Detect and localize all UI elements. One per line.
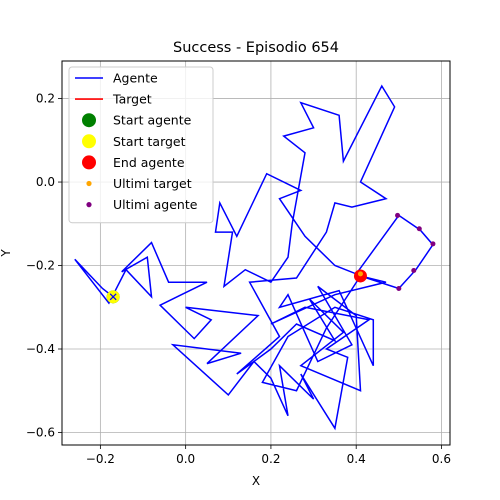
legend-marker-4 — [82, 155, 96, 170]
series-line-agente — [74, 84, 434, 431]
y-tick-label: −0.2 — [26, 259, 55, 273]
ultimi-agente-point — [416, 226, 422, 232]
ultimi-agente-point — [396, 285, 402, 291]
legend-label-3: Start target — [113, 134, 186, 149]
ultimi-agente-point — [395, 212, 401, 218]
legend-label-1: Target — [112, 92, 152, 107]
x-tick-label: −0.2 — [86, 452, 115, 466]
chart-title: Success - Episodio 654 — [173, 40, 339, 56]
start-cross-mark — [109, 293, 117, 301]
marker-ultimi-target — [357, 271, 363, 277]
x-axis-label: X — [252, 474, 260, 488]
y-tick-label: −0.6 — [26, 425, 55, 439]
ultimi-agente-point — [430, 241, 436, 247]
y-tick-label: −0.4 — [26, 342, 55, 356]
legend-label-6: Ultimi agente — [113, 197, 198, 212]
legend: Agente Target Start agente Start target End … — [68, 66, 214, 224]
legend-label-2: Start agente — [113, 113, 192, 128]
legend-label-4: End agente — [113, 155, 185, 170]
x-tick-label: 0.6 — [432, 452, 451, 466]
legend-label-5: Ultimi target — [113, 176, 192, 191]
x-tick-label: 0.2 — [261, 452, 280, 466]
x-axis-ticks: −0.2 0.0 0.2 0.4 0.6 — [86, 445, 451, 466]
legend-marker-6 — [86, 202, 92, 208]
y-tick-label: 0.2 — [36, 92, 55, 106]
y-tick-label: 0.0 — [36, 175, 55, 189]
ultimi-agente-point — [411, 268, 417, 274]
y-axis-label: Y — [0, 249, 13, 258]
legend-marker-3 — [82, 134, 96, 149]
legend-label-0: Agente — [113, 71, 158, 86]
plot-data — [74, 84, 436, 431]
legend-box — [68, 66, 214, 224]
legend-marker-5 — [86, 180, 92, 187]
y-axis-ticks: −0.6 −0.4 −0.2 0.0 0.2 — [26, 92, 62, 439]
x-tick-label: 0.4 — [347, 452, 366, 466]
x-tick-label: 0.0 — [176, 452, 195, 466]
legend-marker-2 — [82, 113, 96, 128]
plot-frame — [61, 60, 451, 446]
